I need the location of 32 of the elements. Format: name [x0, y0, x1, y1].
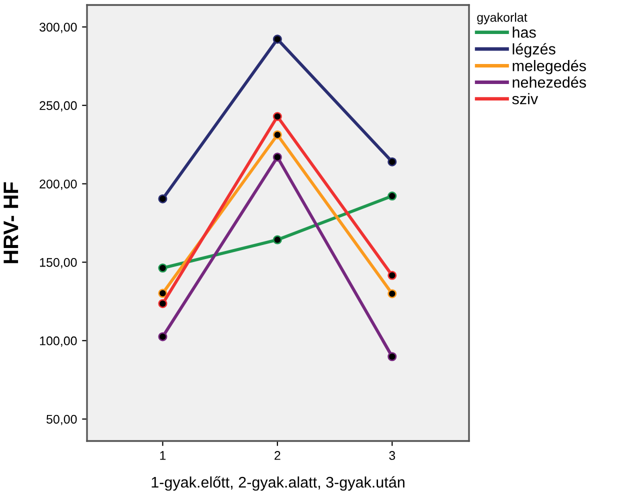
y-tick-label: 100,00 — [40, 336, 77, 347]
y-tick-label: 300,00 — [40, 22, 77, 34]
point — [272, 112, 282, 122]
point — [158, 263, 168, 273]
point — [272, 235, 282, 244]
legend-label: nehezedés — [512, 76, 586, 88]
point — [158, 288, 168, 298]
point — [272, 130, 282, 140]
x-tick-label: 1 — [160, 451, 166, 460]
point — [158, 194, 168, 204]
point — [388, 289, 397, 298]
legend-title: gyakorlat — [477, 12, 528, 24]
point — [158, 299, 168, 308]
legend-label: has — [512, 26, 536, 38]
point — [272, 152, 282, 162]
point — [388, 157, 397, 166]
legend-label: sziv — [512, 93, 538, 104]
y-tick-label: 250,00 — [40, 101, 77, 112]
y-tick-label: 50,00 — [46, 414, 77, 426]
point — [158, 332, 168, 342]
legend-label: melegedés — [512, 60, 586, 74]
point — [272, 34, 282, 44]
x-tick-label: 3 — [389, 451, 396, 460]
point — [388, 352, 397, 362]
y-axis-title: HRV- HF — [4, 182, 18, 264]
point — [388, 270, 397, 280]
x-axis-title: 1-gyak.előtt, 2-gyak.alatt, 3-gyak.után — [152, 476, 404, 491]
y-tick-label: 200,00 — [40, 180, 77, 190]
point — [388, 192, 397, 201]
x-tick-label: 2 — [274, 451, 280, 460]
y-tick-label: 150,00 — [40, 258, 77, 268]
legend-label: légzés — [512, 43, 556, 58]
